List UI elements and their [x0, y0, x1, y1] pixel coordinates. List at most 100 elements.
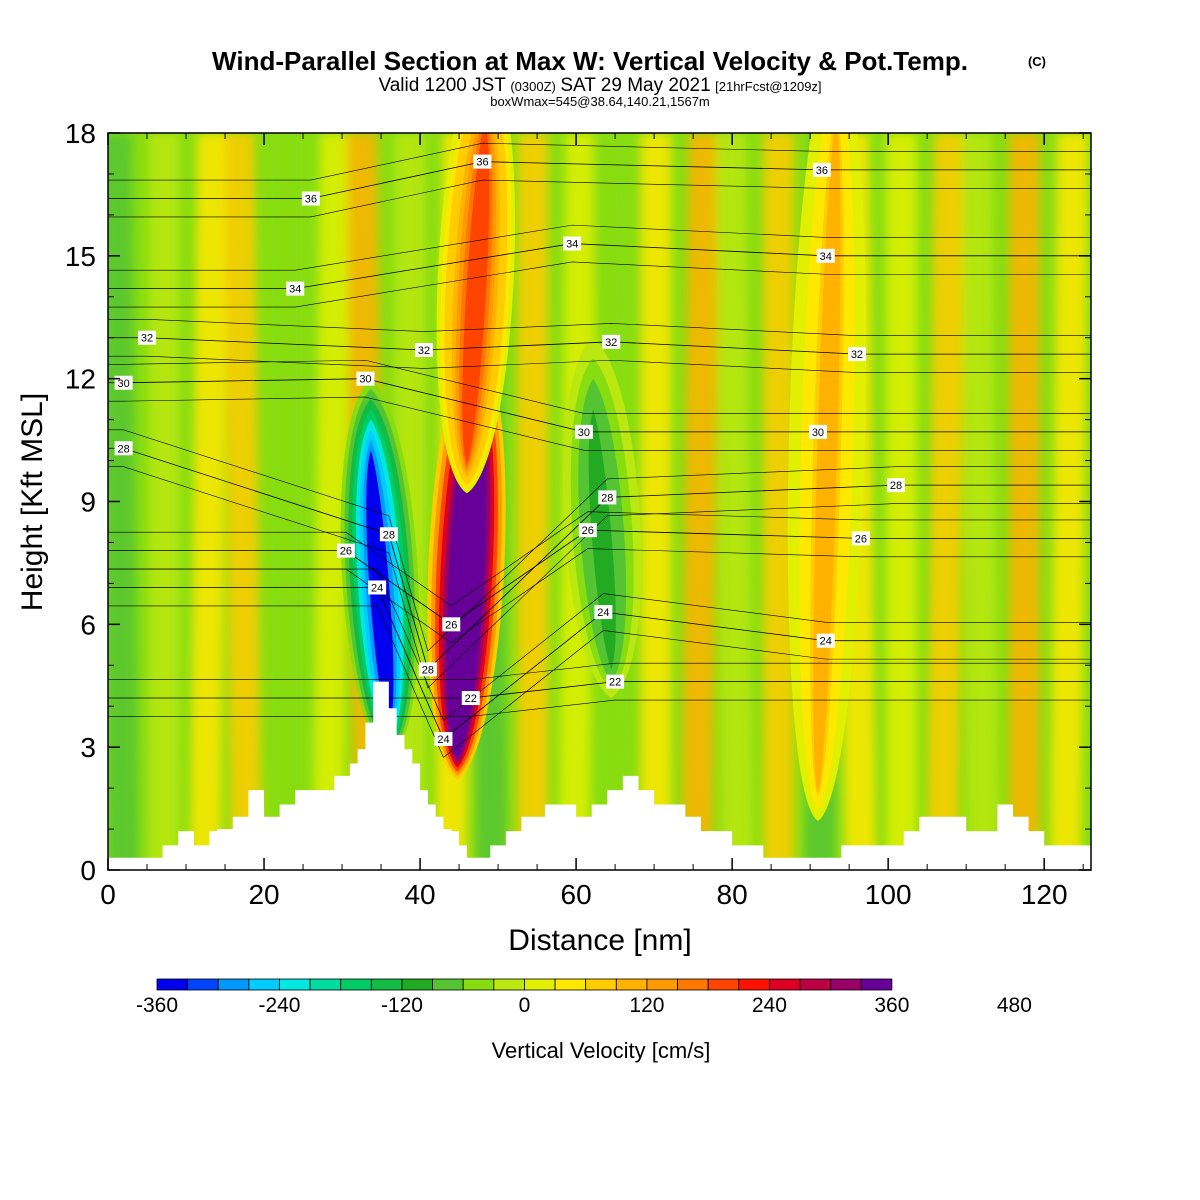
x-axis-label: Distance [nm]: [508, 924, 691, 957]
colorbar-tick-label: -360: [136, 994, 178, 1017]
contour-label-box: [602, 334, 621, 349]
colorbar-label: Vertical Velocity [cm/s]: [492, 1038, 711, 1063]
colorbar-tick-label: -120: [381, 994, 423, 1017]
velocity-band: [1050, 133, 1088, 870]
isentrope-line: [108, 699, 1091, 717]
contour-label-box: [594, 605, 613, 620]
isentrope-line: [108, 429, 1091, 652]
contour-label-text: 24: [437, 734, 449, 746]
isentrope-line: [108, 529, 1091, 625]
colorbar-swatch: [187, 978, 219, 991]
velocity-band: [517, 133, 549, 870]
colorbar-swatch: [279, 978, 311, 991]
contour-label-box: [138, 330, 157, 345]
colorbar-swatch: [432, 978, 464, 991]
contour-label: 24: [368, 580, 387, 595]
contour-label-text: 30: [812, 427, 824, 439]
contour-label: 32: [414, 343, 433, 358]
isentrope-line: [108, 261, 1091, 308]
contour-label: 26: [336, 543, 355, 558]
contour-label-box: [368, 580, 387, 595]
title-block: Wind-Parallel Section at Max W: Vertical…: [212, 46, 1046, 109]
contour-label-box: [301, 191, 320, 206]
contour-label-text: 22: [609, 677, 621, 689]
colorbar-tick-label: 480: [997, 994, 1032, 1017]
colorbar-swatch: [738, 978, 770, 991]
colorbar-swatch: [707, 978, 740, 991]
colorbar-swatch: [830, 978, 862, 991]
colorbar-swatch: [462, 978, 495, 991]
contour-label-text: 26: [445, 619, 457, 631]
subtitle-valid: Valid 1200 JST: [378, 75, 506, 96]
terrain: [108, 681, 1091, 870]
contour-label: 36: [812, 162, 831, 177]
colorbar-tick-label: 360: [874, 994, 909, 1017]
colorbar-swatch: [524, 978, 556, 991]
isentrope-line: [108, 548, 1091, 644]
contour-labels: 36 36 36 34 34 34 32 32 32 32 30 30 30 30 28 28 28 28 26 26…: [114, 154, 905, 746]
velocity-band: [681, 133, 720, 870]
contour-label-box: [473, 154, 492, 169]
isentrope-line: [108, 511, 1091, 607]
contour-label-text: 28: [890, 480, 902, 492]
colorbar-swatch: [309, 978, 342, 991]
contour-label: 32: [602, 334, 621, 349]
contour-label-text: 28: [383, 529, 395, 541]
contour-label: 26: [442, 617, 461, 632]
contour-label-text: 30: [117, 378, 129, 390]
contour-label-box: [434, 731, 453, 746]
downdraft-contour: [588, 409, 616, 670]
contour-label-box: [442, 617, 461, 632]
colorbar-swatch: [615, 978, 648, 991]
x-tick-label: 100: [865, 879, 912, 910]
velocity-band: [640, 133, 672, 870]
contour-label-box: [886, 478, 905, 493]
velocity-band: [108, 133, 139, 870]
x-axis-ticks: 0 20 40 60 80 100 120: [100, 133, 1084, 910]
y-tick-label: 15: [65, 241, 96, 272]
contour-label-box: [816, 248, 835, 263]
isentrope-line: [108, 355, 1091, 373]
colorbar: -360 -240 -120 0 120 240 360 480 Vertical Veloc…: [136, 978, 1032, 1063]
contour-label-text: 36: [476, 157, 488, 169]
vertical-velocity-field: 36 36 36 34 34 34 32 32 32 32 30 30 30 30 28 28 28 28 26 26…: [108, 133, 1091, 870]
contour-label: 30: [114, 375, 133, 390]
contour-label-box: [418, 662, 437, 677]
contour-label-text: 30: [578, 427, 590, 439]
colorbar-swatches: [156, 978, 893, 991]
colorbar-tick-label: -240: [258, 994, 300, 1017]
colorbar-swatch: [677, 978, 709, 991]
velocity-band: [312, 133, 351, 870]
isentrope-line: [108, 605, 1091, 758]
x-tick-label: 0: [100, 879, 116, 910]
contour-label-box: [816, 633, 835, 648]
contour-label-box: [598, 490, 617, 505]
contour-label-text: 32: [605, 337, 617, 349]
contour-label: 36: [473, 154, 492, 169]
contour-label-text: 26: [855, 533, 867, 545]
colorbar-swatch: [769, 978, 801, 991]
y-tick-label: 0: [80, 855, 96, 886]
contour-label: 32: [138, 330, 157, 345]
subtitle-forecast: [21hrFcst@1209z]: [715, 79, 821, 94]
velocity-cores: [340, 133, 867, 821]
isentrope-line: [108, 396, 1091, 451]
chart-subtitle: Valid 1200 JST (0300Z) SAT 29 May 2021 […: [378, 75, 821, 96]
contour-label-text: 36: [816, 165, 828, 177]
contour-label: 24: [434, 731, 453, 746]
contour-label-box: [563, 236, 582, 251]
contour-label: 30: [356, 371, 375, 386]
isentrope-line: [108, 318, 1091, 336]
velocity-band: [886, 133, 917, 870]
contour-label-text: 28: [422, 664, 434, 676]
colorbar-tick-label: 240: [752, 994, 787, 1017]
contour-label: 34: [563, 236, 582, 251]
updraft-contour: [813, 133, 841, 793]
y-axis-label: Height [Kft MSL]: [16, 393, 49, 611]
updraft-contour: [462, 133, 490, 465]
colorbar-swatch: [554, 978, 587, 991]
contour-label-box: [578, 523, 597, 538]
subtitle-date: SAT 29 May 2021: [560, 75, 710, 96]
contour-label: 28: [418, 662, 437, 677]
